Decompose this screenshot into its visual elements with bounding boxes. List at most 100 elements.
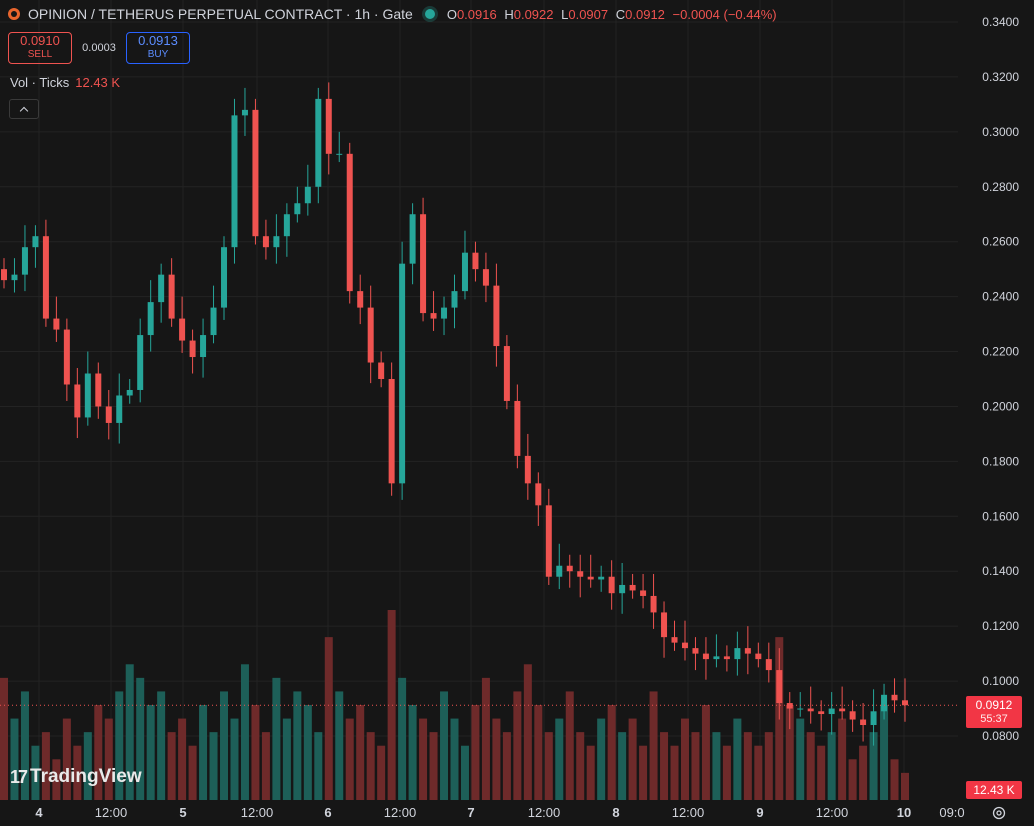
buy-label: BUY (147, 49, 169, 60)
current-price-label: 0.0912 55:37 (966, 696, 1022, 728)
tradingview-logo[interactable]: 17 TradingView (10, 766, 142, 788)
volume-bar (251, 705, 260, 800)
volume-bar (492, 718, 501, 800)
price-tick-label: 0.2800 (982, 180, 1019, 194)
candle-body (765, 659, 772, 671)
price-axis[interactable]: 0.3400 0.3200 0.3000 0.2800 0.2600 0.2400 0.22… (982, 15, 1019, 743)
time-axis[interactable]: 4 12:00 5 12:00 6 12:00 7 12:00 8 12:00 9 12:00 10 09… (35, 805, 964, 820)
volume-bar (754, 745, 763, 800)
volume-bar (419, 718, 428, 800)
volume-bar (743, 732, 752, 800)
candle-body (577, 571, 584, 577)
candle-body (95, 373, 102, 407)
volume-bar (670, 745, 679, 800)
volume-bar (534, 705, 543, 800)
volume-bar (586, 745, 595, 800)
volume-bar (178, 718, 187, 800)
sell-label: SELL (27, 49, 53, 60)
time-tick-label: 12:00 (95, 805, 128, 820)
time-tick-label: 12:00 (816, 805, 849, 820)
candle-body (828, 708, 835, 715)
candlesticks (1, 82, 908, 746)
volume-bar (764, 732, 773, 800)
candle-body (147, 302, 154, 336)
candle-body (430, 313, 437, 319)
sell-button[interactable]: 0.0910 SELL (8, 32, 72, 64)
candle-body (629, 584, 636, 591)
price-tick-label: 0.1200 (982, 619, 1019, 633)
volume-legend[interactable]: Vol · Ticks 12.43 K (10, 75, 120, 90)
volume-bar (10, 718, 19, 800)
ohlc-values: O0.0916 H0.0922 L0.0907 C0.0912 −0.0004 … (443, 7, 777, 22)
volume-bar (408, 705, 417, 800)
volume-bar (859, 745, 868, 800)
close-label: C (615, 6, 626, 22)
candle-body (325, 98, 332, 154)
volume-bar (576, 732, 585, 800)
candle-body (105, 406, 112, 423)
candle-body (839, 708, 846, 712)
price-tick-label: 0.3200 (982, 70, 1019, 84)
time-tick-label: 5 (179, 805, 186, 820)
settings-gear-icon[interactable] (989, 803, 1009, 823)
volume-bar (240, 664, 249, 800)
candle-body (692, 648, 699, 654)
volume-bar (230, 718, 239, 800)
volume-bar (31, 745, 40, 800)
volume-bar (712, 732, 721, 800)
volume-bar (125, 664, 134, 800)
volume-bar (481, 677, 490, 800)
open-label: O (446, 6, 457, 22)
volume-bar (220, 691, 229, 800)
candle-body (598, 576, 605, 580)
buy-button[interactable]: 0.0913 BUY (126, 32, 190, 64)
volume-bar (157, 691, 166, 800)
volume-bar (471, 705, 480, 800)
candle-body (84, 373, 91, 418)
collapse-legend-button[interactable] (9, 99, 39, 119)
candle-body (409, 214, 416, 264)
buy-price: 0.0913 (138, 33, 178, 48)
chevron-up-icon (19, 106, 29, 115)
time-tick-label: 10 (897, 805, 911, 820)
volume-bar (398, 677, 407, 800)
volume-bar (649, 691, 658, 800)
volume-bar (335, 691, 344, 800)
price-tick-label: 0.1800 (982, 454, 1019, 468)
price-tick-label: 0.2400 (982, 290, 1019, 304)
candle-body (420, 214, 427, 314)
candle-body (650, 595, 657, 613)
candle-body (566, 565, 573, 572)
candle-body (168, 274, 175, 319)
candle-body (461, 252, 468, 292)
candle-body (713, 656, 720, 660)
candle-body (357, 291, 364, 308)
candle-body (807, 708, 814, 712)
candle-body (200, 335, 207, 358)
volume-bar (209, 732, 218, 800)
close-value: 0.0912 (625, 6, 665, 22)
candle-body (137, 335, 144, 390)
volume-bar (167, 732, 176, 800)
time-tick-label: 09:0 (939, 805, 964, 820)
price-tick-label: 0.2600 (982, 235, 1019, 249)
candle-body (21, 247, 28, 275)
price-tick-label: 0.2200 (982, 345, 1019, 359)
candle-body (158, 274, 165, 303)
bar-countdown: 55:37 (980, 713, 1008, 725)
candle-body (399, 263, 406, 484)
change-value: −0.0004 (−0.44%) (672, 6, 777, 22)
candle-body (881, 694, 888, 712)
current-price-value: 0.0912 (975, 698, 1013, 712)
low-label: L (561, 6, 569, 22)
candle-body (1, 269, 7, 281)
price-tick-label: 0.3000 (982, 125, 1019, 139)
symbol-title[interactable]: OPINION / TETHERUS PERPETUAL CONTRACT · … (28, 6, 413, 22)
volume-bar (880, 705, 889, 800)
volume-bar (450, 718, 459, 800)
candle-body (388, 379, 395, 484)
volume-bar (387, 610, 396, 800)
volume-bar (356, 705, 365, 800)
candle-body (53, 318, 60, 330)
